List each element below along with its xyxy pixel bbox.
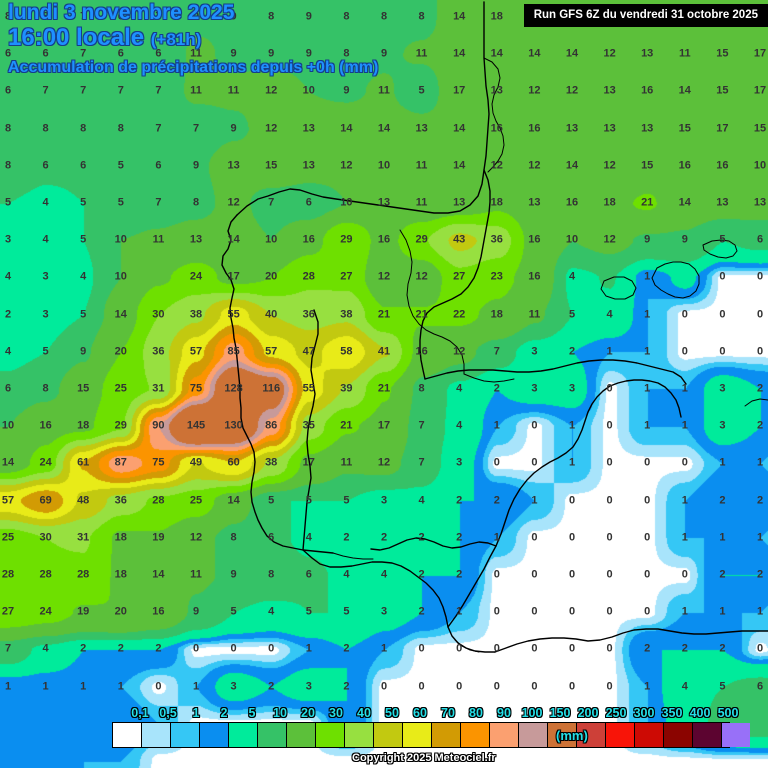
legend-swatch xyxy=(171,723,200,747)
legend-swatch xyxy=(200,723,229,747)
legend-swatch xyxy=(403,723,432,747)
coastline-path xyxy=(221,214,334,554)
coastline-path xyxy=(370,537,497,551)
color-scale-legend: 0,1 0,5 1 2 5 10 20 30 40 50 60 70 80 90 100 150 200 250 3… xyxy=(112,706,750,748)
coastline-path xyxy=(419,169,491,380)
coastline-path xyxy=(399,229,465,375)
legend-color-bar xyxy=(112,722,750,748)
legend-swatch xyxy=(113,723,142,747)
coastline-path xyxy=(236,1,490,216)
legend-tick-label: 60 xyxy=(413,706,427,720)
legend-tick-label: 250 xyxy=(605,706,627,720)
legend-swatch xyxy=(490,723,519,747)
legend-swatch xyxy=(258,723,287,747)
legend-tick-label: 40 xyxy=(357,706,371,720)
model-run-banner: Run GFS 6Z du vendredi 31 octobre 2025 xyxy=(523,4,768,27)
coastline-path xyxy=(447,379,682,628)
legend-tick-label: 150 xyxy=(549,706,571,720)
coastline-path xyxy=(463,373,515,383)
legend-swatch xyxy=(316,723,345,747)
legend-swatch xyxy=(635,723,664,747)
legend-swatch xyxy=(374,723,403,747)
coastline-path xyxy=(483,57,505,173)
legend-swatch xyxy=(577,723,606,747)
legend-tick-label: 1 xyxy=(192,706,200,720)
coastline-path xyxy=(651,261,700,299)
forecast-time-text: 16:00 locale xyxy=(8,24,145,52)
legend-unit-label: (mm) xyxy=(556,728,588,743)
legend-swatch xyxy=(519,723,548,747)
legend-swatch xyxy=(142,723,171,747)
legend-tick-label: 300 xyxy=(633,706,655,720)
legend-swatch xyxy=(693,723,722,747)
forecast-time-label: 16:00 locale (+81h) xyxy=(8,24,378,52)
legend-tick-label: 350 xyxy=(661,706,683,720)
legend-tick-label: 100 xyxy=(521,706,543,720)
coastline-path xyxy=(494,628,768,653)
coastline-path xyxy=(302,309,319,551)
legend-tick-label: 10 xyxy=(273,706,287,720)
legend-swatch xyxy=(548,723,577,747)
coastline-path xyxy=(744,398,768,407)
coastline-path xyxy=(600,276,637,300)
coastline-path xyxy=(424,359,687,385)
legend-swatch xyxy=(287,723,316,747)
legend-tick-label: 400 xyxy=(689,706,711,720)
legend-tick-label: 70 xyxy=(441,706,455,720)
coastline-path xyxy=(454,639,480,653)
legend-tick-label: 20 xyxy=(301,706,315,720)
legend-tick-label: 5 xyxy=(248,706,256,720)
legend-tick-label: 2 xyxy=(220,706,228,720)
legend-swatch xyxy=(664,723,693,747)
legend-tick-label: 80 xyxy=(469,706,483,720)
legend-swatch xyxy=(432,723,461,747)
legend-tick-label: 500 xyxy=(717,706,739,720)
legend-tick-label: 50 xyxy=(385,706,399,720)
legend-tick-labels: 0,1 0,5 1 2 5 10 20 30 40 50 60 70 80 90 100 150 200 250 3… xyxy=(112,706,738,722)
title-block: lundi 3 novembre 2025 16:00 locale (+81h… xyxy=(8,1,379,77)
coastline-path xyxy=(702,239,738,259)
legend-swatch xyxy=(606,723,635,747)
parameter-label: Accumulation de précipitations depuis +0… xyxy=(8,59,379,77)
legend-swatch xyxy=(345,723,374,747)
legend-swatch xyxy=(722,723,750,747)
legend-tick-label: 90 xyxy=(497,706,511,720)
forecast-date-label: lundi 3 novembre 2025 xyxy=(8,1,235,24)
forecast-offset-text: (+81h) xyxy=(150,30,202,50)
legend-swatch xyxy=(229,723,258,747)
coastline-path xyxy=(302,549,496,653)
legend-tick-label: 0,1 xyxy=(131,706,149,720)
copyright-label: Copyright 2025 Meteociel.fr xyxy=(352,752,496,764)
coastline-path xyxy=(332,552,374,560)
legend-tick-label: 30 xyxy=(329,706,343,720)
legend-tick-label: 200 xyxy=(577,706,599,720)
legend-swatch xyxy=(461,723,490,747)
legend-tick-label: 0,5 xyxy=(159,706,177,720)
